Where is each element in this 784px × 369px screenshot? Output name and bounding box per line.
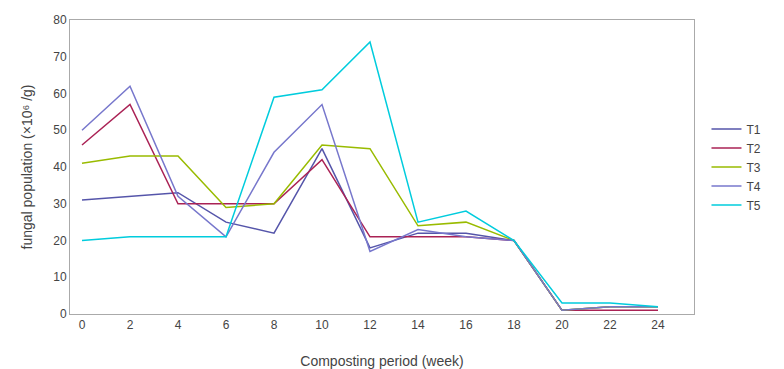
svg-text:0: 0 bbox=[60, 307, 67, 321]
svg-text:20: 20 bbox=[53, 234, 67, 248]
svg-text:T3: T3 bbox=[746, 161, 760, 175]
svg-text:T1: T1 bbox=[746, 123, 760, 137]
svg-text:22: 22 bbox=[603, 318, 617, 332]
svg-text:18: 18 bbox=[507, 318, 521, 332]
svg-text:20: 20 bbox=[555, 318, 569, 332]
svg-text:16: 16 bbox=[459, 318, 473, 332]
svg-text:T2: T2 bbox=[746, 142, 760, 156]
svg-text:0: 0 bbox=[79, 318, 86, 332]
svg-text:30: 30 bbox=[53, 197, 67, 211]
svg-text:60: 60 bbox=[53, 87, 67, 101]
svg-text:T4: T4 bbox=[746, 180, 760, 194]
svg-text:6: 6 bbox=[223, 318, 230, 332]
svg-text:fungal population (×10⁶ /g): fungal population (×10⁶ /g) bbox=[19, 85, 35, 250]
svg-text:40: 40 bbox=[53, 160, 67, 174]
svg-text:10: 10 bbox=[53, 270, 67, 284]
svg-text:T5: T5 bbox=[746, 199, 760, 213]
svg-text:14: 14 bbox=[411, 318, 425, 332]
svg-text:50: 50 bbox=[53, 123, 67, 137]
svg-text:70: 70 bbox=[53, 50, 67, 64]
svg-text:8: 8 bbox=[271, 318, 278, 332]
svg-text:10: 10 bbox=[315, 318, 329, 332]
svg-text:12: 12 bbox=[363, 318, 377, 332]
svg-text:4: 4 bbox=[175, 318, 182, 332]
svg-text:80: 80 bbox=[53, 13, 67, 27]
svg-text:24: 24 bbox=[651, 318, 665, 332]
svg-text:Composting period (week): Composting period (week) bbox=[300, 353, 463, 369]
svg-text:2: 2 bbox=[127, 318, 134, 332]
